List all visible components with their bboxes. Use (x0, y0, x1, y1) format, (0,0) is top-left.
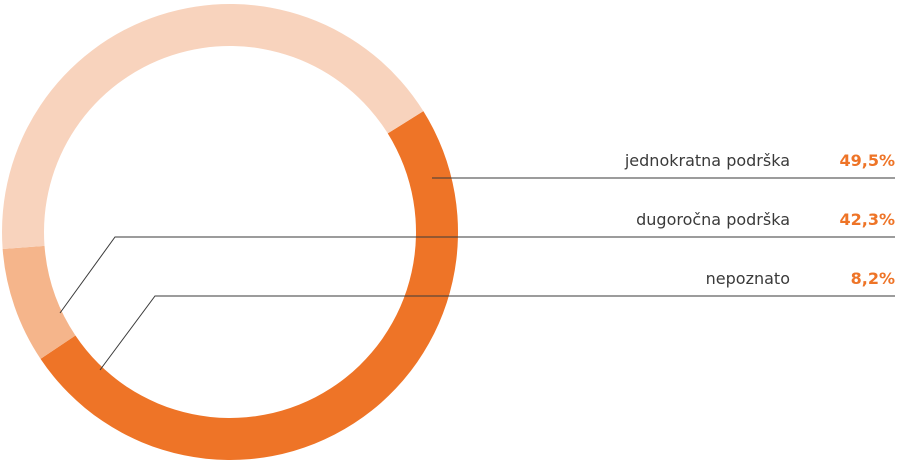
donut-segment (1, 3, 424, 250)
leader-line (99, 295, 895, 371)
donut-segment (40, 111, 459, 461)
value-label: 49,5% (839, 151, 895, 170)
value-label: 42,3% (839, 210, 895, 229)
legend-label: nepoznato (706, 269, 790, 288)
leader-line (59, 236, 895, 314)
value-label: 8,2% (851, 269, 895, 288)
legend-label: jednokratna podrška (624, 151, 790, 170)
donut-segment (2, 245, 76, 359)
legend-label: dugoročna podrška (636, 210, 790, 229)
